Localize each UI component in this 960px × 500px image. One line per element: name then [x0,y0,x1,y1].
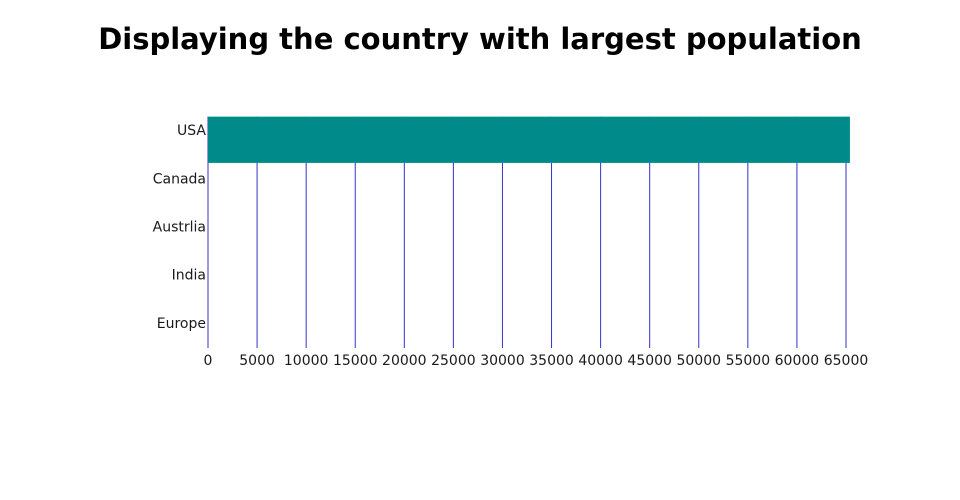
category-labels: USA Canada Austrlia India Europe [153,123,207,332]
category-label: Europe [157,316,206,332]
x-tick-label: 35000 [529,353,574,369]
x-tick-label: 45000 [627,353,672,369]
x-tick-label: 0 [204,353,213,369]
x-tick-label: 40000 [578,353,623,369]
category-label: Austrlia [153,220,206,236]
x-tick-label: 25000 [431,353,476,369]
category-label: India [172,268,206,284]
category-label: USA [177,123,206,139]
x-tick-label: 20000 [382,353,427,369]
x-tick-label: 30000 [480,353,525,369]
category-label: Canada [153,171,206,187]
chart-title: Displaying the country with largest popu… [98,22,862,56]
x-tick-labels: 0 5000 10000 15000 20000 25000 30000 35000 40000… [204,353,869,369]
x-tick-label: 60000 [775,353,820,369]
x-tick-label: 55000 [726,353,771,369]
x-tick-label: 5000 [239,353,275,369]
bars [208,116,850,163]
x-tick-label: 65000 [824,353,869,369]
bar-usa [208,116,850,163]
x-tick-label: 15000 [333,353,378,369]
x-tick-label: 10000 [284,353,329,369]
x-tick-label: 50000 [676,353,721,369]
